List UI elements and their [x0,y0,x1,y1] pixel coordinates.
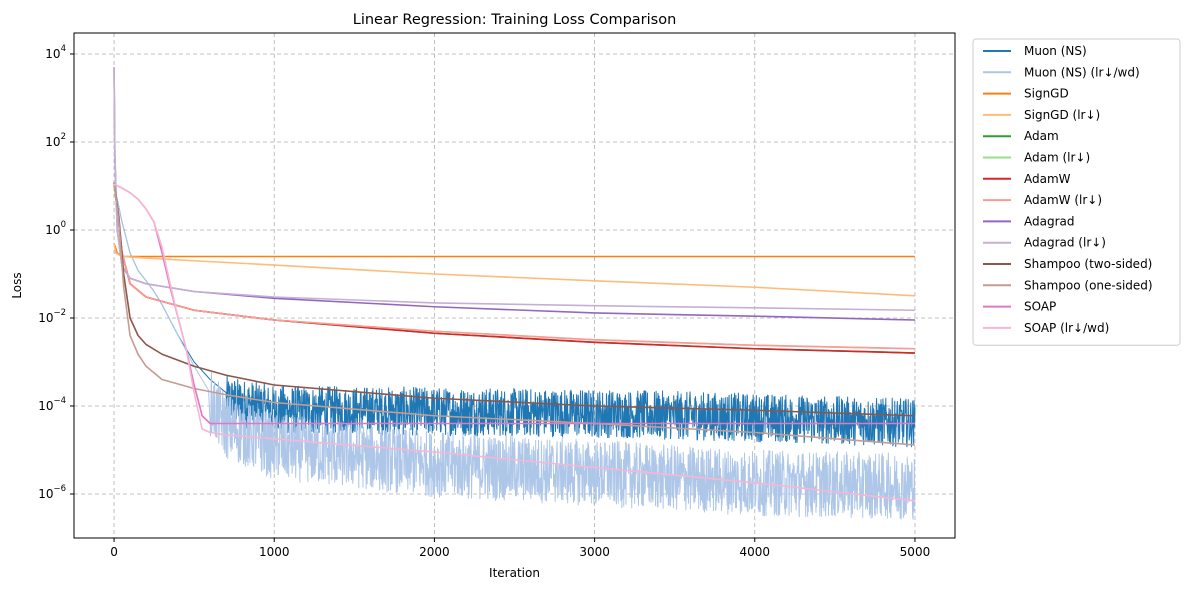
legend-label: Adam (lr↓) [1024,151,1090,165]
y-tick-label: 10−2 [38,308,66,325]
y-tick-label: 10−4 [38,396,66,413]
x-axis: 0 1000 2000 3000 4000 5000 [110,538,930,559]
series-line [113,182,916,446]
x-axis-label: Iteration [489,566,540,580]
x-tick-label: 0 [110,545,118,559]
legend-box [972,38,1181,346]
legend-label: Adam [1024,129,1059,143]
x-tick-label: 4000 [739,545,770,559]
legend-label: SOAP [1024,300,1056,314]
legend-label: SignGD (lr↓) [1024,108,1100,122]
y-axis-label: Loss [10,272,24,298]
series-line [113,183,916,502]
x-tick-label: 2000 [419,545,450,559]
legend-label: Shampoo (two-sided) [1024,257,1152,271]
x-tick-label: 3000 [579,545,610,559]
y-tick-label: 100 [45,220,66,237]
y-tick-label: 102 [45,132,66,149]
legend-label: SOAP (lr↓/wd) [1024,321,1109,335]
x-tick-label: 5000 [900,545,931,559]
legend-label: SignGD [1024,87,1069,101]
series-line [113,243,915,297]
legend-label: Adagrad [1024,214,1075,228]
legend-label: Muon (NS) [1024,44,1087,58]
chart-title: Linear Regression: Training Loss Compari… [353,12,677,28]
series-line [113,185,916,448]
y-axis: 10−6 10−4 10−2 100 102 104 [38,44,74,501]
plot-lines [113,67,916,520]
legend-label: AdamW (lr↓) [1024,193,1102,207]
x-tick-label: 1000 [259,545,290,559]
legend: Muon (NS) Muon (NS) (lr↓/wd) SignGD SignGD … [972,38,1181,346]
legend-label: Shampoo (one-sided) [1024,278,1153,292]
plot-frame [73,32,956,539]
series-line [113,185,916,520]
legend-label: Muon (NS) (lr↓/wd) [1024,65,1140,79]
legend-label: AdamW [1024,172,1071,186]
y-tick-label: 10−6 [38,484,66,501]
series-line [113,182,915,417]
y-tick-label: 104 [45,44,66,61]
legend-label: Adagrad (lr↓) [1024,236,1106,250]
